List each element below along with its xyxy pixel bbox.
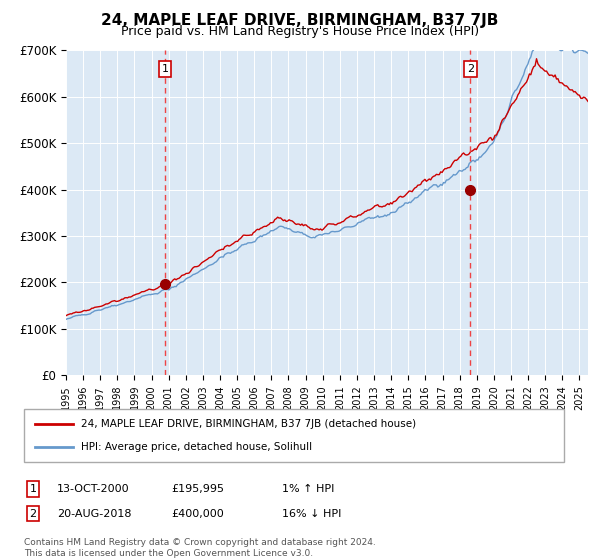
Text: This data is licensed under the Open Government Licence v3.0.: This data is licensed under the Open Gov… [24, 549, 313, 558]
Text: HPI: Average price, detached house, Solihull: HPI: Average price, detached house, Soli… [80, 442, 312, 452]
Text: 2: 2 [29, 508, 37, 519]
Text: £195,995: £195,995 [171, 484, 224, 494]
Text: 20-AUG-2018: 20-AUG-2018 [57, 508, 131, 519]
Text: 16% ↓ HPI: 16% ↓ HPI [282, 508, 341, 519]
Text: Price paid vs. HM Land Registry's House Price Index (HPI): Price paid vs. HM Land Registry's House … [121, 25, 479, 38]
Text: 1% ↑ HPI: 1% ↑ HPI [282, 484, 334, 494]
Text: Contains HM Land Registry data © Crown copyright and database right 2024.: Contains HM Land Registry data © Crown c… [24, 538, 376, 547]
Text: 24, MAPLE LEAF DRIVE, BIRMINGHAM, B37 7JB: 24, MAPLE LEAF DRIVE, BIRMINGHAM, B37 7J… [101, 13, 499, 28]
Text: £400,000: £400,000 [171, 508, 224, 519]
Text: 1: 1 [161, 64, 169, 74]
Text: 13-OCT-2000: 13-OCT-2000 [57, 484, 130, 494]
FancyBboxPatch shape [24, 409, 564, 462]
Text: 2: 2 [467, 64, 474, 74]
Text: 24, MAPLE LEAF DRIVE, BIRMINGHAM, B37 7JB (detached house): 24, MAPLE LEAF DRIVE, BIRMINGHAM, B37 7J… [80, 419, 416, 429]
Text: 1: 1 [29, 484, 37, 494]
